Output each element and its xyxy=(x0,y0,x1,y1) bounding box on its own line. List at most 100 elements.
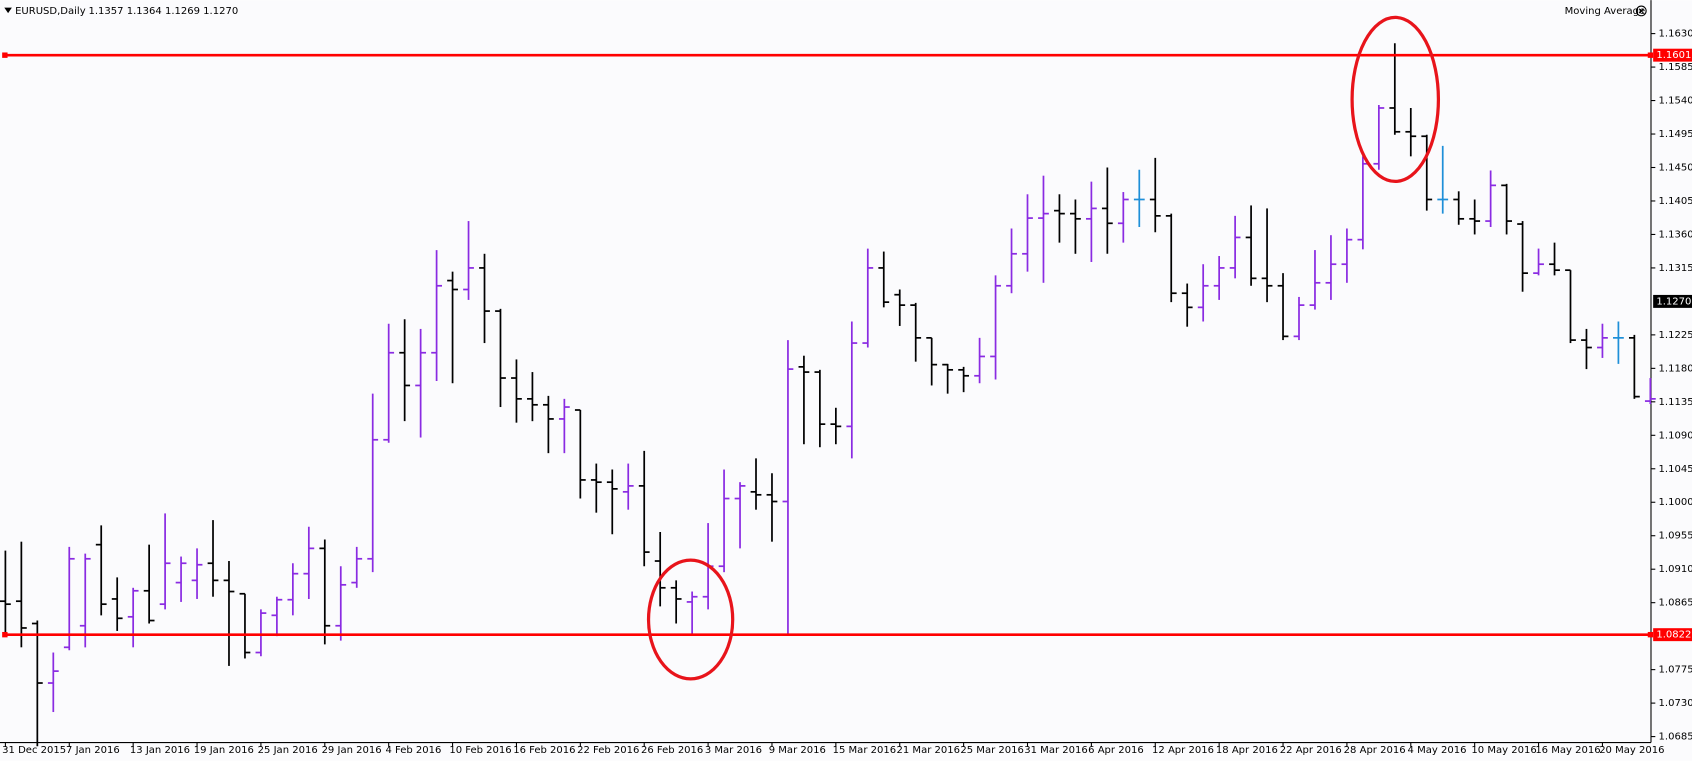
y-tick-label: 1.1180 xyxy=(1659,363,1692,374)
y-tick-label: 1.1225 xyxy=(1659,330,1692,341)
ohlc-bar xyxy=(686,591,698,635)
menu-triangle[interactable] xyxy=(4,7,12,14)
indicator-label[interactable]: Moving Average xyxy=(1565,6,1646,17)
ohlc-bar xyxy=(878,251,890,308)
ohlc-bar xyxy=(1533,248,1544,276)
ohlc-bar xyxy=(175,556,187,602)
ohlc-bar xyxy=(1245,205,1257,286)
ohlc-bar xyxy=(1628,334,1640,399)
ohlc-bar xyxy=(95,525,107,616)
ohlc-bar xyxy=(1453,191,1465,225)
close-icon[interactable] xyxy=(1635,5,1647,17)
ohlc-bar xyxy=(15,541,27,648)
ohlc-bar xyxy=(63,546,75,651)
ohlc-bar xyxy=(622,463,634,510)
x-tick-label: 13 Jan 2016 xyxy=(130,745,190,756)
ohlc-bar xyxy=(846,321,858,459)
highlight-circle xyxy=(1350,15,1441,184)
x-tick-label: 25 Jan 2016 xyxy=(258,745,318,756)
y-tick-label: 1.0910 xyxy=(1659,564,1692,575)
ohlc-bar xyxy=(638,450,650,567)
ohlc-bar xyxy=(798,355,810,445)
line-handle xyxy=(2,631,8,638)
x-tick-label: 4 Feb 2016 xyxy=(385,745,441,756)
ohlc-bar xyxy=(127,587,139,648)
ohlc-bar xyxy=(399,319,411,422)
ohlc-bar xyxy=(542,395,554,454)
ohlc-bar xyxy=(606,469,618,535)
ohlc-bar xyxy=(511,359,522,423)
ohlc-bar xyxy=(1373,105,1385,170)
ohlc-bar xyxy=(335,566,347,641)
ohlc-bar xyxy=(1054,194,1065,243)
plot xyxy=(0,43,1656,747)
ohlc-bar xyxy=(558,398,570,454)
ohlc-bar xyxy=(766,473,778,542)
ohlc-bar xyxy=(1485,170,1497,228)
y-tick-label: 1.1495 xyxy=(1659,129,1692,140)
ohlc-bar xyxy=(590,463,602,513)
y-tick-label: 1.0955 xyxy=(1659,531,1692,542)
ohlc-bar xyxy=(1181,283,1193,327)
ohlc-bar xyxy=(367,393,379,573)
ohlc-bar xyxy=(654,532,666,607)
ohlc-bar xyxy=(1022,194,1033,272)
ohlc-bar xyxy=(1213,256,1225,300)
ohlc-bar xyxy=(942,363,954,394)
y-tick-label: 1.1630 xyxy=(1659,29,1692,40)
ohlc-bar xyxy=(1085,181,1097,262)
ohlc-bar xyxy=(415,328,427,438)
ohlc-bar xyxy=(1070,199,1081,254)
ohlc-bar xyxy=(495,308,506,408)
ohlc-bar xyxy=(1309,250,1321,310)
ohlc-bar xyxy=(814,369,826,448)
line-handle xyxy=(1647,52,1654,58)
x-tick-label: 19 Jan 2016 xyxy=(194,745,254,756)
x-tick-label: 3 Mar 2016 xyxy=(705,745,762,756)
y-tick-label: 1.1450 xyxy=(1659,163,1692,174)
ohlc-bar xyxy=(271,596,283,637)
line-handle xyxy=(1647,631,1654,638)
price-label: 1.1601 xyxy=(1656,50,1691,61)
ohlc-bar xyxy=(1229,215,1241,279)
ohlc-bar xyxy=(1421,134,1433,211)
current-price-label: 1.1270 xyxy=(1656,296,1691,307)
ohlc-bar xyxy=(1117,192,1129,243)
ohlc-bar xyxy=(1038,175,1049,283)
x-tick-label: 28 Apr 2016 xyxy=(1344,745,1406,756)
ohlc-bar xyxy=(894,289,906,326)
x-tick-label: 6 Apr 2016 xyxy=(1088,745,1144,756)
ohlc-bar xyxy=(191,548,203,599)
ohlc-bar xyxy=(159,513,171,610)
ohlc-bar xyxy=(111,577,123,631)
ohlc-bar xyxy=(79,553,91,648)
ohlc-bar xyxy=(1389,43,1401,135)
x-tick-label: 10 May 2016 xyxy=(1471,745,1536,756)
x-tick-label: 22 Feb 2016 xyxy=(577,745,639,756)
ohlc-bar xyxy=(431,250,442,381)
ohlc-bar xyxy=(1006,228,1017,294)
ohlc-bar xyxy=(718,469,730,573)
ohlc-bar xyxy=(207,520,219,597)
ohlc-bar xyxy=(830,407,842,445)
ohlc-bar xyxy=(319,539,331,645)
ohlc-bar xyxy=(1613,321,1624,364)
ohlc-bar xyxy=(574,409,586,499)
ohlc-bar xyxy=(303,526,315,599)
ohlc-bar xyxy=(1469,199,1481,235)
highlight-circle xyxy=(646,558,735,681)
ohlc-bar xyxy=(782,340,794,635)
ohlc-bar xyxy=(239,592,251,659)
x-tick-label: 16 May 2016 xyxy=(1535,745,1600,756)
ohlc-bar xyxy=(750,458,762,510)
ohlc-bar xyxy=(1197,264,1209,322)
ohlc-bar xyxy=(463,221,474,300)
line-handle xyxy=(2,52,8,58)
chart-subtitle: 1.1357 1.1364 1.1269 1.1270 xyxy=(88,6,238,17)
y-tick-label: 1.0775 xyxy=(1659,665,1692,676)
ohlc-bar xyxy=(1277,273,1289,341)
ohlc-bar xyxy=(670,580,682,624)
y-tick-label: 1.1000 xyxy=(1659,497,1692,508)
ohlc-bar xyxy=(447,271,458,384)
y-tick-label: 1.1315 xyxy=(1659,263,1692,274)
